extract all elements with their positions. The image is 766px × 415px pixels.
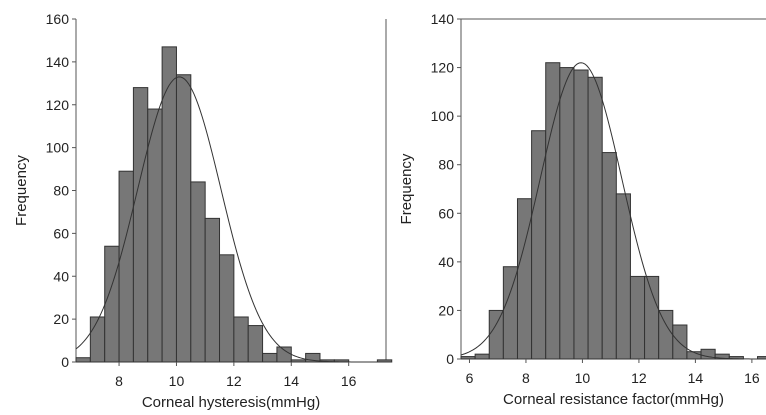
x-axis-title: Corneal resistance factor(mmHg) bbox=[503, 391, 724, 408]
histogram-bar bbox=[247, 325, 264, 363]
histogram-bar bbox=[190, 181, 206, 363]
x-tick-label: 8 bbox=[115, 373, 123, 389]
y-tick-label: 60 bbox=[53, 225, 69, 241]
normal-curve bbox=[460, 62, 766, 360]
histogram-bar bbox=[573, 69, 589, 360]
resistance-factor-panel: 0 20 40 60 80 100 120 140 6 8 10 12 14 16 Corneal resi… bbox=[398, 11, 766, 408]
y-tick-label: 20 bbox=[53, 311, 69, 327]
y-tick-label: 120 bbox=[46, 97, 70, 113]
y-tick-label: 120 bbox=[431, 60, 455, 76]
y-tick-label: 80 bbox=[438, 157, 454, 173]
y-tick-label: 60 bbox=[438, 205, 454, 221]
y-tick-label: 100 bbox=[46, 140, 70, 156]
x-tick-label: 16 bbox=[341, 373, 357, 389]
x-axis-title: Corneal hysteresis(mmHg) bbox=[142, 394, 320, 410]
y-tick-label: 80 bbox=[53, 183, 69, 199]
histogram-bar bbox=[219, 254, 235, 363]
histogram-bar bbox=[290, 359, 307, 363]
histogram-bar bbox=[262, 352, 278, 363]
histogram-bar bbox=[629, 275, 646, 360]
y-tick-label: 160 bbox=[46, 11, 70, 27]
normal-curve bbox=[75, 76, 386, 363]
y-tick-label: 140 bbox=[46, 54, 70, 70]
histogram-bar bbox=[502, 266, 518, 360]
histogram-bar bbox=[587, 76, 603, 360]
histogram-bar bbox=[615, 193, 631, 360]
y-tick-label: 140 bbox=[431, 11, 455, 27]
x-tick-label: 12 bbox=[631, 370, 647, 386]
histogram-bar bbox=[233, 316, 249, 363]
x-tick-label: 14 bbox=[688, 370, 704, 386]
x-tick-label: 10 bbox=[575, 370, 591, 386]
x-tick-label: 12 bbox=[226, 373, 242, 389]
histogram-bar bbox=[305, 352, 321, 363]
histogram-bar bbox=[460, 356, 476, 360]
histogram-bar bbox=[104, 245, 120, 363]
histogram-bar bbox=[644, 275, 660, 360]
y-tick-label: 100 bbox=[431, 108, 455, 124]
histogram-bar bbox=[75, 357, 91, 363]
histogram-bar bbox=[89, 316, 106, 363]
y-axis-title: Frequency bbox=[13, 155, 30, 226]
histogram-bar bbox=[559, 67, 575, 360]
y-tick-label: 20 bbox=[438, 302, 454, 318]
histogram-bar bbox=[118, 170, 134, 363]
hysteresis-panel: 0 20 40 60 80 100 120 140 160 8 10 12 14 16 Corneal hy… bbox=[13, 11, 393, 411]
histogram-bar bbox=[204, 217, 221, 363]
x-tick-label: 8 bbox=[522, 370, 530, 386]
histogram-bar bbox=[132, 87, 149, 363]
histogram-bar bbox=[147, 108, 163, 363]
histogram-bar bbox=[601, 152, 617, 360]
histogram-bar bbox=[474, 353, 490, 360]
histogram-bar bbox=[488, 309, 504, 360]
histogram-bar bbox=[175, 74, 192, 363]
histogram-bar bbox=[672, 324, 688, 360]
y-tick-label: 40 bbox=[53, 268, 69, 284]
y-tick-label: 0 bbox=[61, 354, 69, 370]
x-tick-label: 16 bbox=[744, 370, 760, 386]
x-tick-label: 14 bbox=[283, 373, 299, 389]
x-tick-label: 6 bbox=[466, 370, 474, 386]
histogram-bar bbox=[276, 346, 292, 363]
histogram-bar bbox=[658, 309, 674, 360]
y-tick-label: 40 bbox=[438, 254, 454, 270]
y-tick-label: 0 bbox=[446, 351, 454, 367]
x-tick-label: 10 bbox=[169, 373, 185, 389]
y-axis-title: Frequency bbox=[398, 153, 415, 224]
